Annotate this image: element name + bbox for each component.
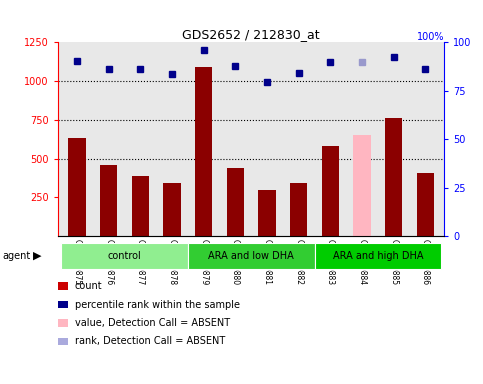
Bar [417, 172, 434, 236]
Text: control: control [108, 251, 142, 261]
Text: 100%: 100% [417, 32, 444, 42]
Bar [188, 243, 314, 269]
Bar [68, 138, 85, 236]
Text: agent: agent [2, 251, 30, 261]
Bar [322, 146, 339, 236]
Bar [61, 243, 188, 269]
Text: count: count [75, 281, 102, 291]
Text: ARA and low DHA: ARA and low DHA [208, 251, 294, 261]
Bar [227, 168, 244, 236]
Text: ▶: ▶ [33, 251, 42, 261]
Bar [314, 243, 441, 269]
Bar [353, 135, 371, 236]
Text: value, Detection Call = ABSENT: value, Detection Call = ABSENT [75, 318, 230, 328]
Bar [385, 118, 402, 236]
Bar [131, 176, 149, 236]
Bar [290, 184, 307, 236]
Bar [163, 183, 181, 236]
Bar [195, 67, 213, 236]
Text: percentile rank within the sample: percentile rank within the sample [75, 300, 240, 310]
Text: rank, Detection Call = ABSENT: rank, Detection Call = ABSENT [75, 336, 225, 346]
Title: GDS2652 / 212830_at: GDS2652 / 212830_at [183, 28, 320, 41]
Bar [100, 165, 117, 236]
Text: ARA and high DHA: ARA and high DHA [333, 251, 423, 261]
Bar [258, 190, 276, 236]
